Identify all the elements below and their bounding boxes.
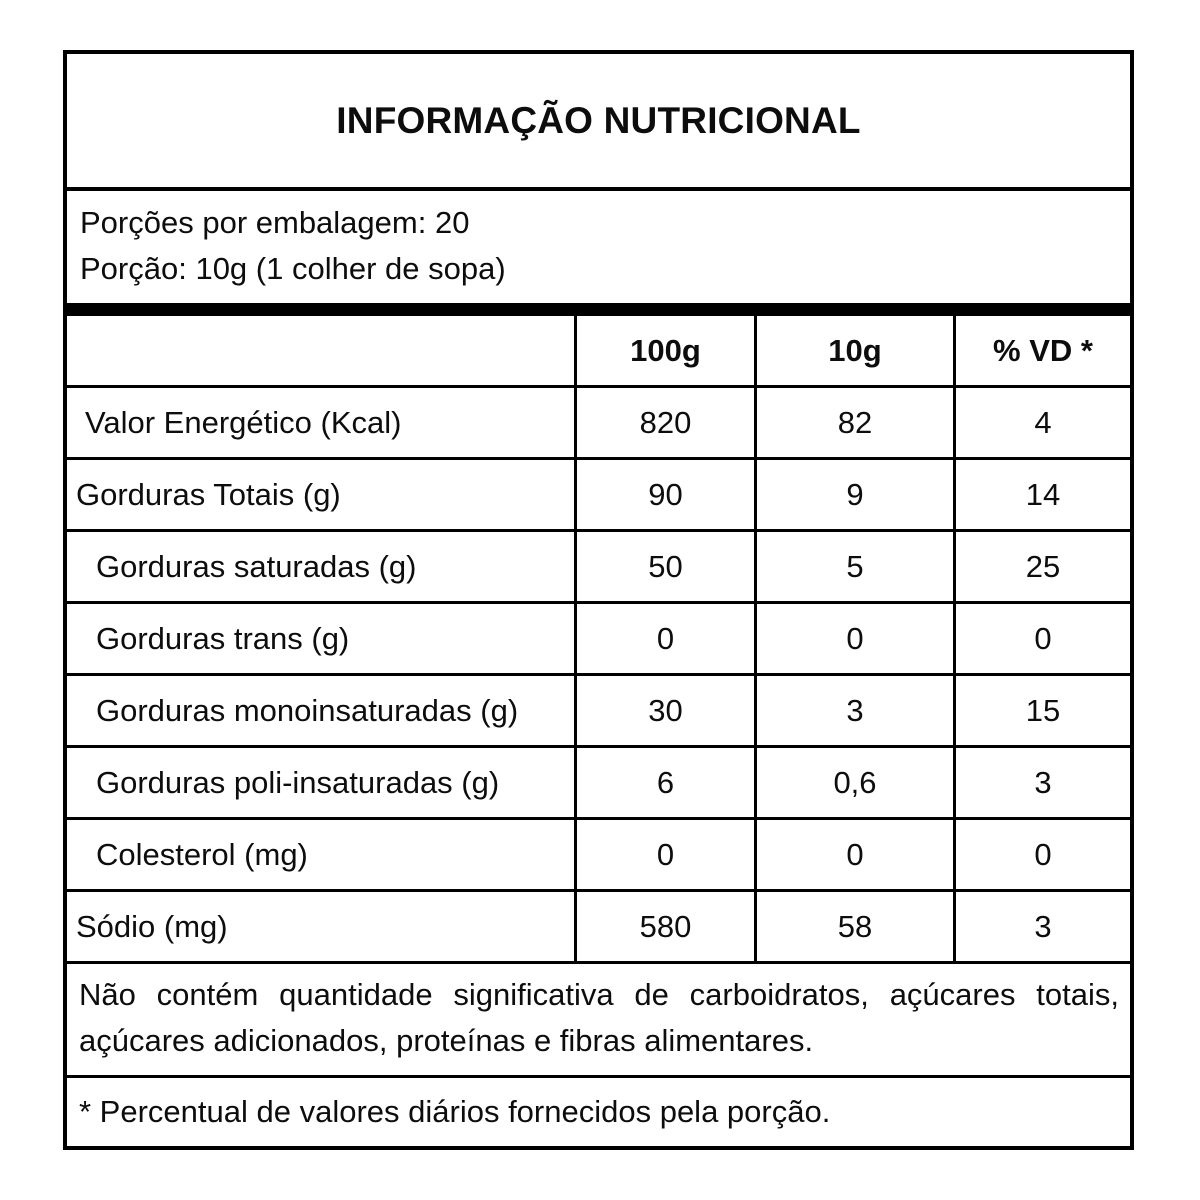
row-value: 3 <box>953 892 1130 964</box>
nutrition-table: 100g 10g% VD * Valor Energético (Kcal) 820 8… <box>67 316 1130 964</box>
page-title: INFORMAÇÃO NUTRICIONAL <box>336 99 861 141</box>
row-value: 3 <box>953 748 1130 820</box>
servings-per-package: Porções por embalagem: 20 <box>80 205 470 240</box>
row-label: Gorduras poli-insaturadas (g) <box>67 748 574 820</box>
row-value: 82 <box>754 388 953 460</box>
row-value: 0 <box>953 604 1130 676</box>
row-label: Gorduras trans (g) <box>67 604 574 676</box>
row-label: Sódio (mg) <box>67 892 574 964</box>
row-value: 14 <box>953 460 1130 532</box>
row-value: 820 <box>574 388 754 460</box>
row-value: 30 <box>574 676 754 748</box>
row-value: 0 <box>574 820 754 892</box>
row-value: 90 <box>574 460 754 532</box>
row-label: Valor Energético (Kcal) <box>67 388 574 460</box>
row-value: 6 <box>574 748 754 820</box>
column-header: 10g <box>754 316 953 388</box>
row-value: 9 <box>754 460 953 532</box>
column-header-blank <box>67 316 574 388</box>
row-value: 580 <box>574 892 754 964</box>
row-value: 3 <box>754 676 953 748</box>
nutrition-label: INFORMAÇÃO NUTRICIONAL Porções por embal… <box>63 50 1134 1150</box>
row-value: 0,6 <box>754 748 953 820</box>
row-value: 0 <box>574 604 754 676</box>
note-line-2: açúcares adicionados, proteínas e fibras… <box>79 1023 814 1058</box>
row-label: Gorduras saturadas (g) <box>67 532 574 604</box>
row-value: 25 <box>953 532 1130 604</box>
column-header: 100g <box>574 316 754 388</box>
row-label: Colesterol (mg) <box>67 820 574 892</box>
row-value: 58 <box>754 892 953 964</box>
row-label: Gorduras monoinsaturadas (g) <box>67 676 574 748</box>
row-value: 0 <box>754 820 953 892</box>
row-value: 0 <box>953 820 1130 892</box>
row-value: 5 <box>754 532 953 604</box>
row-value: 4 <box>953 388 1130 460</box>
daily-value-footnote: * Percentual de valores diários fornecid… <box>67 1078 1130 1146</box>
note-line-1: Não contém quantidade significativa de c… <box>79 977 1119 1012</box>
title-section: INFORMAÇÃO NUTRICIONAL <box>67 54 1130 191</box>
no-significant-note: Não contém quantidade significativa de c… <box>67 964 1130 1078</box>
row-value: 50 <box>574 532 754 604</box>
serving-section: Porções por embalagem: 20 Porção: 10g (1… <box>67 191 1130 316</box>
serving-size: Porção: 10g (1 colher de sopa) <box>80 251 506 286</box>
row-value: 15 <box>953 676 1130 748</box>
row-label: Gorduras Totais (g) <box>67 460 574 532</box>
footnote-text: * Percentual de valores diários fornecid… <box>79 1094 831 1129</box>
row-value: 0 <box>754 604 953 676</box>
column-header: % VD * <box>953 316 1130 388</box>
